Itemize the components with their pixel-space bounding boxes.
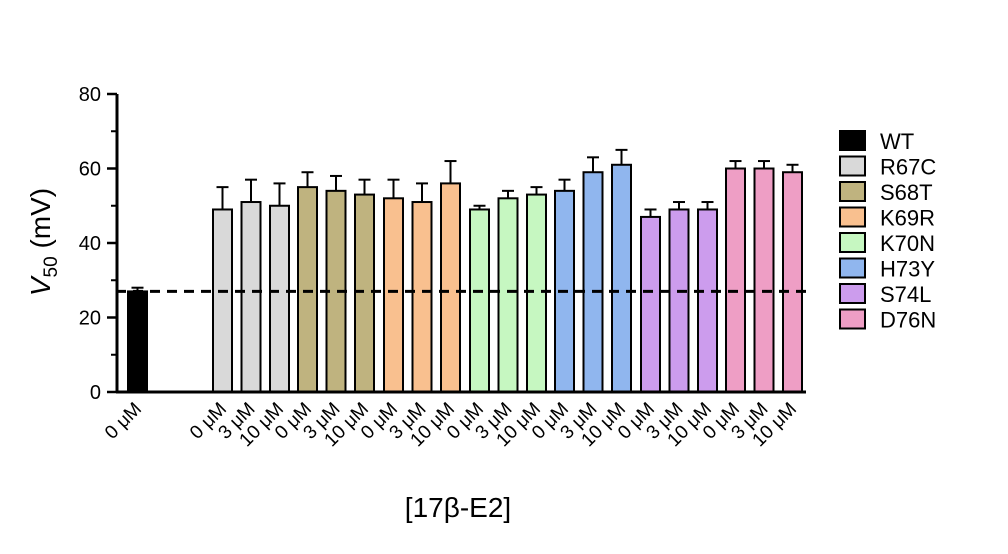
legend-swatch-k69r [839, 206, 866, 228]
y-tick-label: 80 [79, 84, 101, 106]
bar-h73y-2 [611, 163, 632, 393]
bar-r67c-2 [269, 204, 290, 393]
bar-k69r-1 [411, 201, 433, 393]
legend-swatch-d76n [839, 308, 866, 330]
legend-swatch-k70n [839, 232, 866, 253]
bar-d76n-1 [753, 167, 775, 393]
bar-d76n-2 [782, 171, 803, 393]
legend-label-s68t: S68T [880, 180, 933, 205]
bar-r67c-1 [240, 201, 262, 393]
bar-s74l-2 [697, 208, 718, 393]
bar-s74l-0 [640, 215, 661, 393]
legend-label-k70n: K70N [880, 231, 935, 256]
bar-s68t-0 [297, 186, 318, 393]
legend-label-k69r: K69R [880, 206, 935, 231]
legend-swatch-s68t [839, 181, 866, 202]
legend-swatch-h73y [839, 257, 866, 279]
y-tick-label: 60 [79, 159, 101, 181]
bar-k70n-1 [497, 197, 519, 393]
bar-s74l-1 [668, 208, 690, 393]
bar-s68t-2 [354, 193, 375, 393]
bar-k70n-0 [469, 208, 490, 393]
y-tick-label: 40 [79, 233, 101, 255]
legend-label-h73y: H73Y [880, 257, 935, 282]
x-axis-title: [17β-E2] [405, 492, 511, 523]
legend-label-s74l: S74L [880, 282, 931, 307]
bar-k70n-2 [526, 193, 547, 393]
bar-h73y-1 [582, 171, 604, 393]
bar-k69r-2 [440, 182, 461, 393]
y-tick-label: 20 [79, 308, 101, 330]
legend-label-r67c: R67C [880, 155, 936, 180]
bar-r67c-0 [212, 208, 233, 393]
legend-swatch-s74l [839, 283, 866, 304]
bar-k69r-0 [383, 197, 404, 393]
y-axis-title: V50 (mV) [25, 188, 62, 296]
legend-swatch-wt [839, 130, 866, 151]
y-tick-label: 0 [90, 382, 101, 404]
y-axis: 0 20 40 60 80 [79, 84, 119, 404]
bar-d76n-0 [725, 167, 746, 393]
legend-label-wt: WT [880, 129, 914, 154]
legend-label-d76n: D76N [880, 308, 936, 333]
plot-area [116, 148, 806, 393]
legend-swatch-r67c [839, 155, 866, 177]
bar-wt-0 [127, 290, 148, 393]
x-tick-label: 0 μM [101, 399, 146, 444]
